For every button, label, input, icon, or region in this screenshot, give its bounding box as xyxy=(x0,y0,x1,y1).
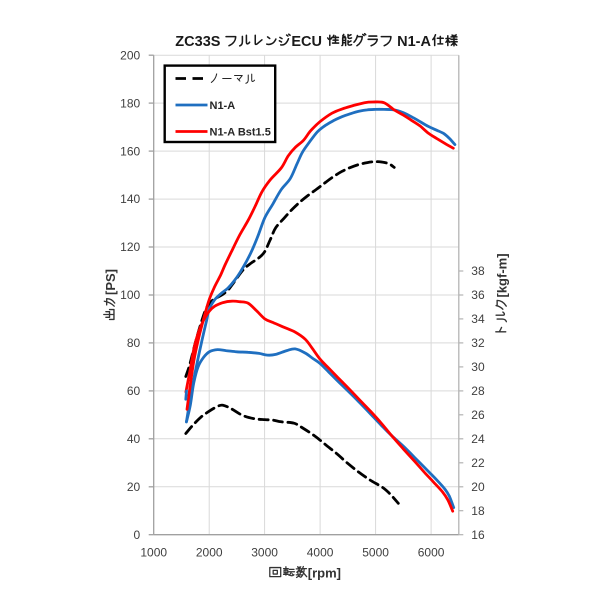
svg-text:[rpm]: [rpm] xyxy=(308,566,341,581)
svg-text:18: 18 xyxy=(471,504,485,518)
svg-text:180: 180 xyxy=(120,96,140,110)
svg-text:ECU: ECU xyxy=(291,34,322,50)
svg-text:1000: 1000 xyxy=(140,546,167,560)
svg-text:38: 38 xyxy=(471,264,485,278)
svg-text:20: 20 xyxy=(471,480,485,494)
svg-text:N1-A: N1-A xyxy=(210,100,236,112)
svg-text:16: 16 xyxy=(471,528,485,542)
svg-text:40: 40 xyxy=(127,432,141,446)
svg-text:60: 60 xyxy=(127,384,141,398)
svg-text:200: 200 xyxy=(120,48,140,62)
svg-text:N1-A Bst1.5: N1-A Bst1.5 xyxy=(210,127,271,139)
svg-text:80: 80 xyxy=(127,336,141,350)
svg-text:0: 0 xyxy=(134,528,141,542)
svg-text:26: 26 xyxy=(471,408,485,422)
svg-text:100: 100 xyxy=(120,288,140,302)
svg-text:4000: 4000 xyxy=(307,546,334,560)
svg-text:32: 32 xyxy=(471,336,485,350)
svg-text:160: 160 xyxy=(120,144,140,158)
svg-text:30: 30 xyxy=(471,360,485,374)
svg-text:34: 34 xyxy=(471,312,485,326)
svg-text:36: 36 xyxy=(471,288,485,302)
svg-text:2000: 2000 xyxy=(196,546,223,560)
svg-text:20: 20 xyxy=(127,480,141,494)
svg-text:140: 140 xyxy=(120,192,140,206)
svg-text:N1-A: N1-A xyxy=(397,34,431,50)
svg-text:22: 22 xyxy=(471,456,485,470)
svg-text:[PS]: [PS] xyxy=(103,269,118,295)
svg-text:120: 120 xyxy=(120,240,140,254)
svg-text:[kgf-m]: [kgf-m] xyxy=(494,253,509,297)
svg-text:ZC33S: ZC33S xyxy=(175,34,220,50)
svg-text:28: 28 xyxy=(471,384,485,398)
svg-text:3000: 3000 xyxy=(251,546,278,560)
svg-text:24: 24 xyxy=(471,432,485,446)
svg-text:6000: 6000 xyxy=(418,546,445,560)
svg-text:5000: 5000 xyxy=(362,546,389,560)
